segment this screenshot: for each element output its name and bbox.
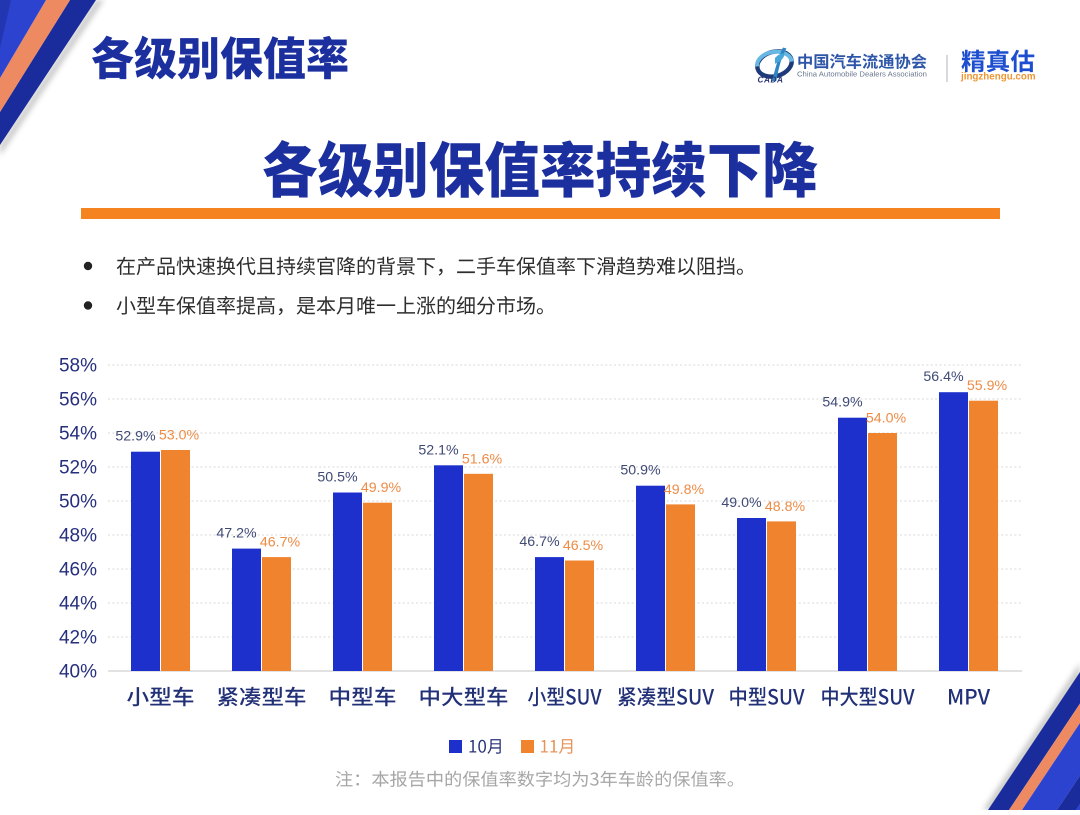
svg-text:52%: 52% [59, 458, 97, 479]
svg-text:56.4%: 56.4% [923, 369, 964, 385]
svg-text:56%: 56% [59, 390, 97, 411]
svg-text:52.1%: 52.1% [418, 442, 459, 458]
svg-text:58%: 58% [59, 356, 97, 377]
svg-text:China Automobile Dealers Assoc: China Automobile Dealers Association [797, 70, 927, 79]
svg-text:40%: 40% [59, 662, 97, 683]
svg-text:50%: 50% [59, 492, 97, 513]
svg-text:42%: 42% [59, 628, 97, 649]
svg-text:46.5%: 46.5% [563, 538, 604, 554]
svg-text:50.5%: 50.5% [317, 470, 358, 486]
svg-text:54.0%: 54.0% [866, 411, 907, 427]
svg-text:49.0%: 49.0% [721, 495, 762, 511]
svg-text:54%: 54% [59, 424, 97, 445]
svg-text:49.8%: 49.8% [664, 482, 705, 498]
svg-text:53.0%: 53.0% [159, 428, 200, 444]
svg-text:54.9%: 54.9% [822, 395, 863, 411]
svg-text:46.7%: 46.7% [260, 535, 301, 551]
svg-text:50.9%: 50.9% [620, 463, 661, 479]
svg-text:48.8%: 48.8% [765, 499, 806, 515]
svg-text:CADA: CADA [758, 76, 784, 85]
svg-text:46%: 46% [59, 560, 97, 581]
svg-text:jingzhengu.com: jingzhengu.com [960, 72, 1036, 83]
svg-text:46.7%: 46.7% [519, 534, 560, 550]
svg-text:51.6%: 51.6% [462, 451, 503, 467]
svg-text:47.2%: 47.2% [216, 526, 257, 542]
svg-text:55.9%: 55.9% [967, 378, 1008, 394]
svg-text:48%: 48% [59, 526, 97, 547]
svg-text:44%: 44% [59, 594, 97, 615]
svg-text:49.9%: 49.9% [361, 480, 402, 496]
svg-text:52.9%: 52.9% [115, 429, 156, 445]
